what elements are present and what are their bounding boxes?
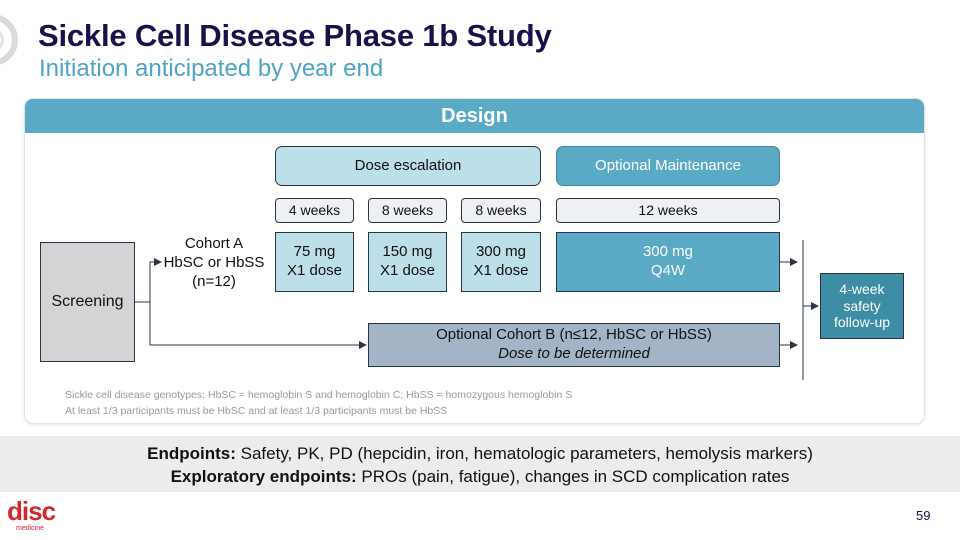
dose-box-maintenance: 300 mg Q4W bbox=[556, 232, 780, 292]
endpoints-primary-label: Endpoints: bbox=[147, 444, 236, 463]
page-title: Sickle Cell Disease Phase 1b Study bbox=[38, 18, 552, 53]
endpoints-exploratory-label: Exploratory endpoints: bbox=[170, 467, 357, 486]
followup-line-3: follow-up bbox=[833, 314, 891, 331]
duration-3: 8 weeks bbox=[461, 198, 541, 223]
cohort-b-dose: Dose to be determined bbox=[498, 345, 650, 362]
cohort-a-size: (n=12) bbox=[192, 272, 236, 290]
logo-wordmark: disc bbox=[7, 496, 56, 526]
disc-medicine-logo: disc medicine bbox=[7, 496, 56, 532]
dose-3-schedule: X1 dose bbox=[473, 262, 529, 279]
cohort-b-box: Optional Cohort B (n≤12, HbSC or HbSS) D… bbox=[368, 323, 780, 367]
followup-line-2: safety bbox=[843, 297, 881, 314]
dose-2-amount: 150 mg bbox=[382, 243, 433, 261]
dose-1-schedule: X1 dose bbox=[286, 262, 343, 279]
dose-2-schedule: X1 dose bbox=[379, 262, 436, 279]
page-subtitle: Initiation anticipated by year end bbox=[39, 55, 384, 82]
connector-to-cohort-a bbox=[149, 258, 162, 302]
endpoints-exploratory-text: PROs (pain, fatigue), changes in SCD com… bbox=[361, 467, 790, 486]
connector-to-cohort-b bbox=[149, 302, 367, 349]
design-header: Design bbox=[25, 99, 924, 133]
followup-line-1: 4-week bbox=[839, 280, 885, 297]
dose-maintenance-schedule: Q4W bbox=[650, 262, 686, 279]
footnote-participants: At least 1/3 participants must be HbSC a… bbox=[65, 405, 448, 417]
endpoints-primary-text: Safety, PK, PD (hepcidin, iron, hematolo… bbox=[240, 444, 813, 463]
dose-maintenance-amount: 300 mg bbox=[642, 243, 694, 261]
dose-box-1: 75 mg X1 dose bbox=[275, 232, 354, 292]
dose-box-3: 300 mg X1 dose bbox=[461, 232, 541, 292]
endpoints-band: Endpoints: Safety, PK, PD (hepcidin, iro… bbox=[0, 436, 960, 492]
duration-1: 4 weeks bbox=[275, 198, 354, 223]
footnote-genotypes: Sickle cell disease genotypes: HbSC = he… bbox=[65, 389, 573, 401]
endpoints-primary: Endpoints: Safety, PK, PD (hepcidin, iro… bbox=[0, 444, 960, 464]
cohort-b-title: Optional Cohort B (n≤12, HbSC or HbSS) bbox=[436, 326, 712, 344]
duration-4: 12 weeks bbox=[556, 198, 780, 223]
logo-subtext: medicine bbox=[16, 525, 45, 532]
cohort-a-title: Cohort A bbox=[184, 235, 244, 252]
safety-followup-box: 4-week safety follow-up bbox=[820, 273, 904, 339]
screening-box: Screening bbox=[40, 242, 135, 362]
page-number: 59 bbox=[916, 508, 931, 523]
duration-2: 8 weeks bbox=[368, 198, 447, 223]
phase-optional-maintenance: Optional Maintenance bbox=[556, 146, 780, 186]
phase-dose-escalation: Dose escalation bbox=[275, 146, 541, 186]
cohort-a-label: Cohort A HbSC or HbSS (n=12) bbox=[152, 235, 276, 291]
endpoints-exploratory: Exploratory endpoints: PROs (pain, fatig… bbox=[0, 467, 960, 487]
dose-1-amount: 75 mg bbox=[293, 243, 336, 261]
cohort-a-genotype: HbSC or HbSS bbox=[163, 253, 265, 271]
dose-box-2: 150 mg X1 dose bbox=[368, 232, 447, 292]
dose-3-amount: 300 mg bbox=[475, 243, 527, 261]
